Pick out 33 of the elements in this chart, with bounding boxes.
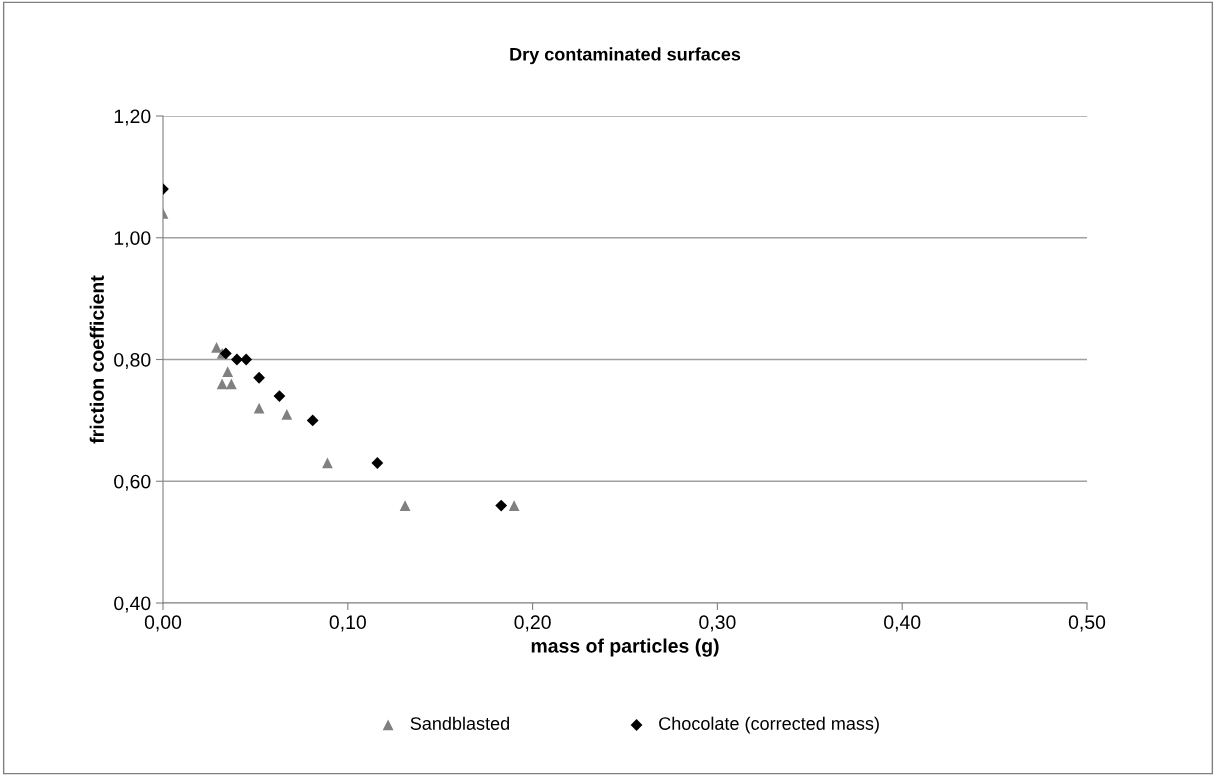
- point: [322, 457, 333, 469]
- point: [253, 371, 265, 384]
- y-tick-label: 0,80: [114, 352, 151, 370]
- x-tick-label: 0,40: [884, 615, 921, 632]
- point: [216, 378, 228, 390]
- point: [219, 347, 232, 360]
- x-axis-title: mass of particles (g): [531, 638, 719, 657]
- y-tick-label: 0,40: [114, 596, 151, 613]
- point: [371, 457, 384, 469]
- point: [273, 390, 286, 402]
- point: [508, 500, 520, 511]
- point: [231, 353, 243, 366]
- point: [211, 341, 222, 353]
- x-tick-label: 0,10: [329, 615, 366, 632]
- point: [222, 366, 234, 378]
- legend-label: Sandblasted: [410, 716, 509, 730]
- x-tick-label: 0,50: [1068, 615, 1106, 632]
- x-tick-label: 0,00: [144, 615, 182, 632]
- legend-label: Chocolate (corrected mass): [659, 716, 879, 734]
- point: [399, 500, 411, 511]
- point: [226, 378, 237, 390]
- point: [240, 353, 253, 366]
- x-tick-label: 0,20: [514, 615, 551, 632]
- y-tick-label: 1,00: [114, 231, 151, 248]
- y-tick-label: 1,20: [114, 109, 151, 126]
- x-tick-label: 0,30: [699, 615, 736, 632]
- y-tick-label: 0,60: [114, 474, 151, 491]
- point: [495, 499, 508, 512]
- point: [281, 408, 293, 420]
- point: [306, 414, 319, 427]
- y-axis-title: friction coefficient: [89, 275, 104, 444]
- chart-title: Dry contaminated surfaces: [510, 47, 741, 65]
- point: [253, 402, 265, 414]
